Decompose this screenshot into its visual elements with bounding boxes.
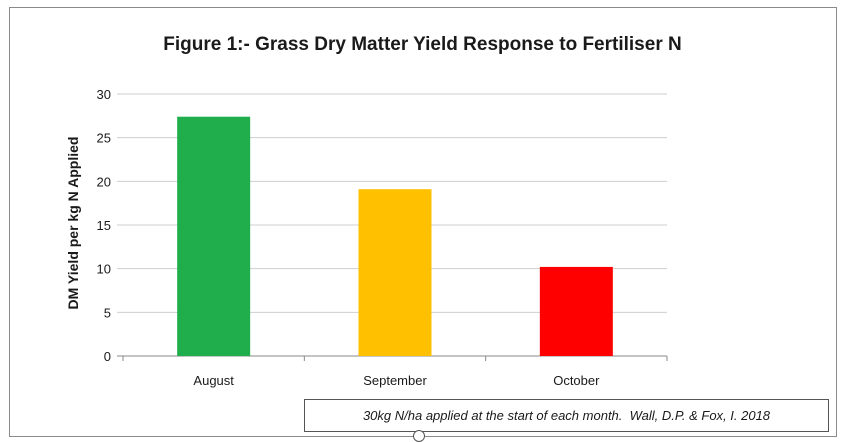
chart-title: Figure 1:- Grass Dry Matter Yield Respon… [163,34,682,55]
y-tick-label: 5 [104,305,111,320]
y-tick-label: 25 [97,131,111,146]
y-tick-label: 0 [104,349,111,364]
y-tick-label: 30 [97,87,111,102]
bar [539,266,613,356]
y-tick-label: 20 [97,174,111,189]
y-tick-label: 10 [97,262,111,277]
x-tick-label: September [363,373,427,388]
y-tick-label: 15 [97,218,111,233]
bar [177,116,251,356]
bar [358,189,432,356]
resize-handle-icon[interactable] [413,430,425,442]
x-tick-label: August [193,373,234,388]
x-tick-label: October [553,373,600,388]
source-note: 30kg N/ha applied at the start of each m… [304,399,829,432]
